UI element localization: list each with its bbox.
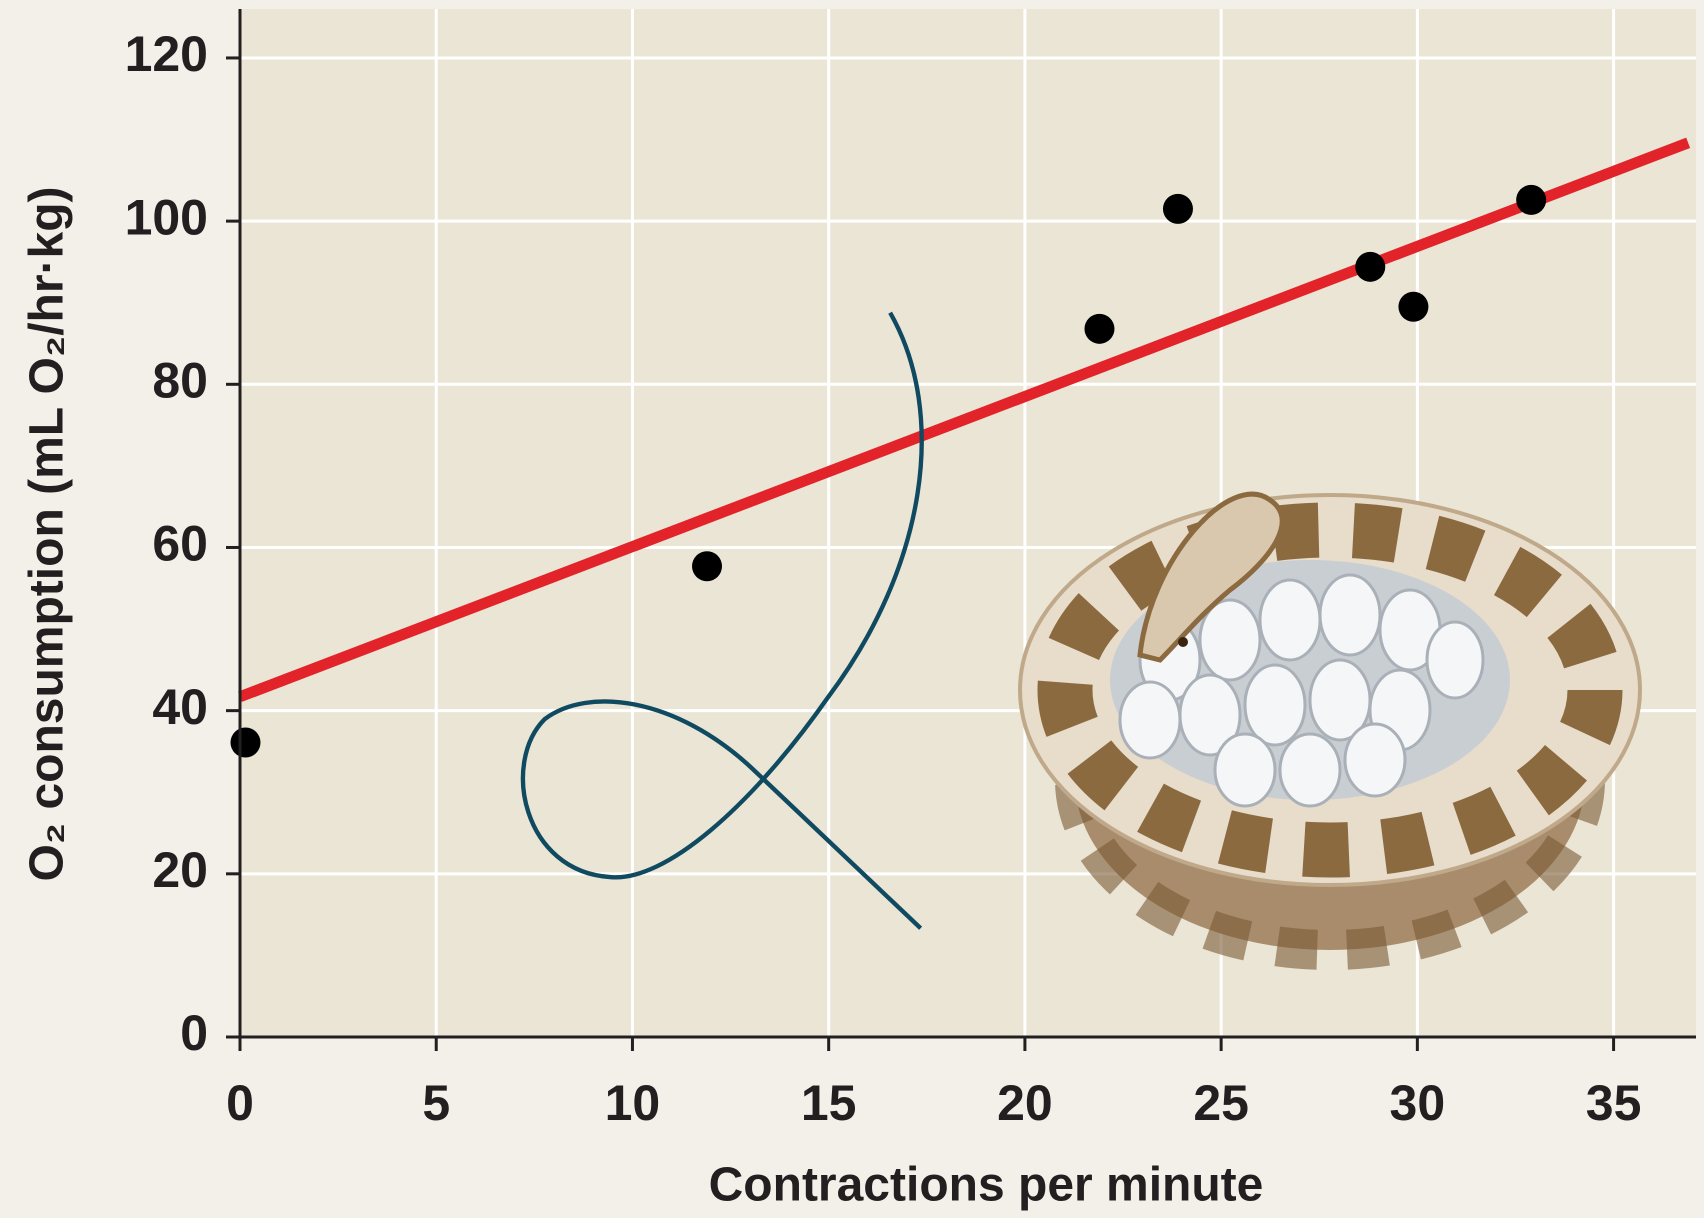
chart: Contractions per minute O₂ consumption (… xyxy=(0,0,1704,1218)
x-axis-title: Contractions per minute xyxy=(709,1159,1264,1212)
data-point xyxy=(1163,194,1193,224)
x-tick-label: 5 xyxy=(422,1075,450,1131)
x-tick-label: 25 xyxy=(1193,1075,1249,1131)
y-tick-label: 0 xyxy=(180,1005,208,1061)
data-point xyxy=(1516,185,1546,215)
y-tick-label: 60 xyxy=(152,516,208,572)
y-axis-title: O₂ consumption (mL O₂/hr·kg) xyxy=(21,186,74,881)
data-point xyxy=(1355,252,1385,282)
y-tick-label: 120 xyxy=(125,26,208,82)
snake-illustration xyxy=(1020,494,1640,950)
x-tick-label: 0 xyxy=(226,1075,254,1131)
x-tick-label: 35 xyxy=(1586,1075,1642,1131)
data-point xyxy=(692,551,722,581)
y-tick-label: 20 xyxy=(152,842,208,898)
page: {"chart_data": { "type": "scatter", "x_l… xyxy=(0,0,1704,1218)
x-tick-label: 15 xyxy=(801,1075,857,1131)
x-tick-label: 20 xyxy=(997,1075,1053,1131)
data-point xyxy=(1084,314,1114,344)
y-tick-label: 40 xyxy=(152,679,208,735)
x-tick-label: 10 xyxy=(605,1075,661,1131)
y-tick-label: 100 xyxy=(125,189,208,245)
y-tick-label: 80 xyxy=(152,353,208,409)
data-point xyxy=(230,727,260,757)
snake-eye xyxy=(1178,637,1188,647)
data-point xyxy=(1398,292,1428,322)
x-tick-label: 30 xyxy=(1390,1075,1446,1131)
